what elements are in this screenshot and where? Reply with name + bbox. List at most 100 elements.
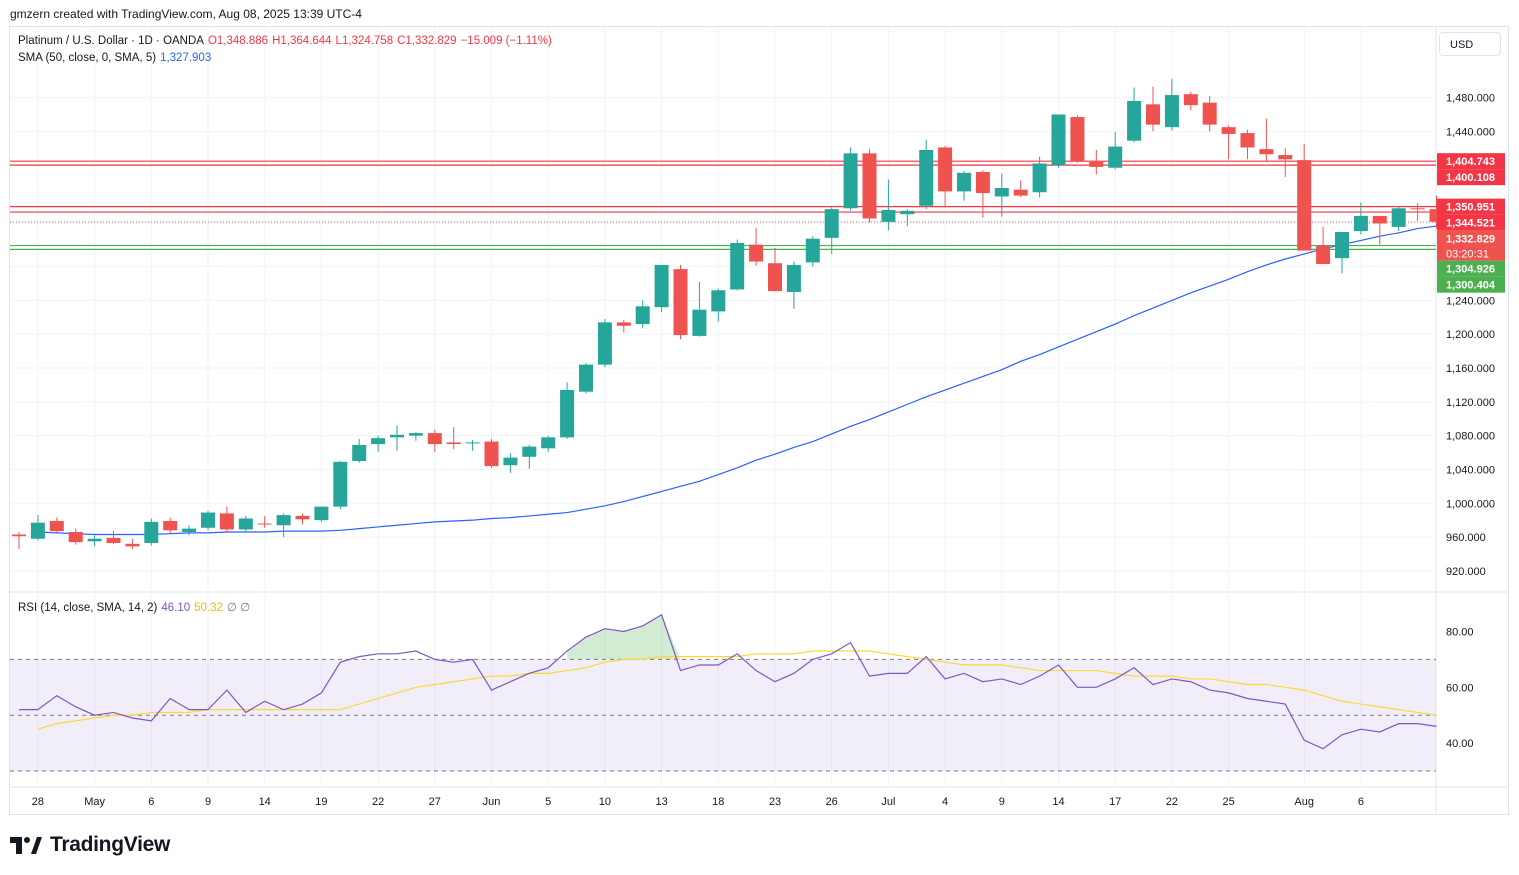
rsi-tick-label: 80.00 <box>1446 626 1474 638</box>
rsi-pane <box>10 613 1437 772</box>
candle-up <box>390 425 404 451</box>
tradingview-logo-icon <box>10 837 42 854</box>
candle-body <box>616 322 631 326</box>
resistance-level-tag <box>1437 214 1505 231</box>
candle-up <box>1391 206 1406 232</box>
candle-body <box>805 238 820 263</box>
sma-line <box>37 225 1437 536</box>
candle-up <box>87 535 102 547</box>
candle-down <box>257 515 272 528</box>
candle-down <box>1297 144 1312 251</box>
countdown-label: 03:20:31 <box>1446 249 1489 261</box>
time-tick-label: 10 <box>599 796 611 808</box>
candle-down <box>1372 215 1387 245</box>
candle-body <box>276 515 291 526</box>
candle-up <box>144 518 159 546</box>
candle-body <box>711 290 726 312</box>
candle-body <box>201 512 215 528</box>
candle-up <box>900 209 915 227</box>
sma-layer <box>37 225 1437 536</box>
sma-legend: SMA (50, close, 0, SMA, 5) 1,327.903 <box>18 52 215 64</box>
candle-body <box>352 444 367 461</box>
candle-up <box>654 264 669 313</box>
time-tick-label: 17 <box>1109 796 1121 808</box>
candle-body <box>730 242 745 290</box>
rsi-ma-value: 50.32 <box>194 602 223 614</box>
time-tick-label: 23 <box>769 796 781 808</box>
candle-body <box>975 171 990 194</box>
tradingview-brand[interactable]: TradingView <box>10 833 170 857</box>
candle-down <box>295 513 310 525</box>
time-tick-label: 14 <box>1052 796 1064 808</box>
candle-body <box>541 437 556 449</box>
candle-up <box>711 288 726 322</box>
candle-up <box>579 362 593 394</box>
candle-body <box>579 364 593 392</box>
resistance-level-tag-label: 1,400.108 <box>1446 172 1495 184</box>
candle-body <box>654 264 669 308</box>
candle-down <box>163 517 178 534</box>
candle-down <box>125 538 140 549</box>
candle-body <box>333 461 348 507</box>
candle-up <box>635 300 650 329</box>
candle-body <box>371 438 386 445</box>
time-tick-label: 25 <box>1222 796 1234 808</box>
candle-body <box>49 521 64 532</box>
candle-body <box>900 210 915 215</box>
candle-down <box>427 429 442 452</box>
candle-down <box>49 517 64 534</box>
candle-down <box>1202 95 1217 132</box>
candle-body <box>68 531 83 543</box>
candle-body <box>1089 161 1104 167</box>
support-level-tag-label: 1,304.926 <box>1446 264 1495 276</box>
candle-body <box>1202 102 1217 125</box>
time-tick-label: 22 <box>372 796 384 808</box>
candle-body <box>182 528 197 532</box>
candle-up <box>1164 78 1179 131</box>
candle-body <box>503 457 518 466</box>
candle-up <box>805 236 820 267</box>
time-tick-label: 4 <box>942 796 948 808</box>
chart-frame <box>9 26 1509 815</box>
time-tick-label: Jun <box>483 796 501 808</box>
candle-body <box>635 306 650 325</box>
price-tick-label: 1,200.000 <box>1446 329 1495 341</box>
candle-body <box>1032 163 1047 193</box>
candle-up <box>692 281 707 337</box>
candle-up <box>371 435 386 452</box>
candle-down <box>673 264 688 340</box>
candle-up <box>465 439 480 451</box>
candle-body <box>465 442 480 444</box>
rsi-ma-line <box>37 650 1437 730</box>
candle-body <box>843 153 858 209</box>
candle-body <box>1164 95 1179 128</box>
candle-body <box>560 390 575 438</box>
currency-selector[interactable]: USD <box>1439 32 1501 56</box>
candle-body <box>1278 155 1293 160</box>
candle-body <box>1108 146 1123 168</box>
rsi-legend: RSI (14, close, SMA, 14, 2) 46.10 50.32 ∅ ∅ <box>18 600 254 614</box>
candle-up <box>919 139 934 210</box>
ohlc-low: L1,324.758 <box>335 35 394 47</box>
candle-body <box>1221 127 1236 134</box>
candle-down <box>1259 118 1274 162</box>
candle-body <box>994 188 1009 197</box>
candle-body <box>257 523 272 525</box>
candle-up <box>843 147 858 211</box>
candle-up <box>824 207 839 254</box>
last-price-tag-label: 1,332.829 <box>1446 234 1495 246</box>
rsi-tick-label: 40.00 <box>1446 738 1474 750</box>
candle-body <box>484 441 499 467</box>
candle-body <box>673 269 688 336</box>
time-tick-label: 9 <box>999 796 1005 808</box>
ohlc-close: C1,332.829 <box>397 35 457 47</box>
time-tick-label: Jul <box>881 796 895 808</box>
candle-body <box>238 518 253 530</box>
candle-body <box>768 263 782 292</box>
candle-up <box>541 435 556 452</box>
candle-up <box>1108 132 1123 170</box>
candle-body <box>597 322 612 365</box>
candle-up <box>314 506 329 522</box>
candle-body <box>12 534 26 537</box>
